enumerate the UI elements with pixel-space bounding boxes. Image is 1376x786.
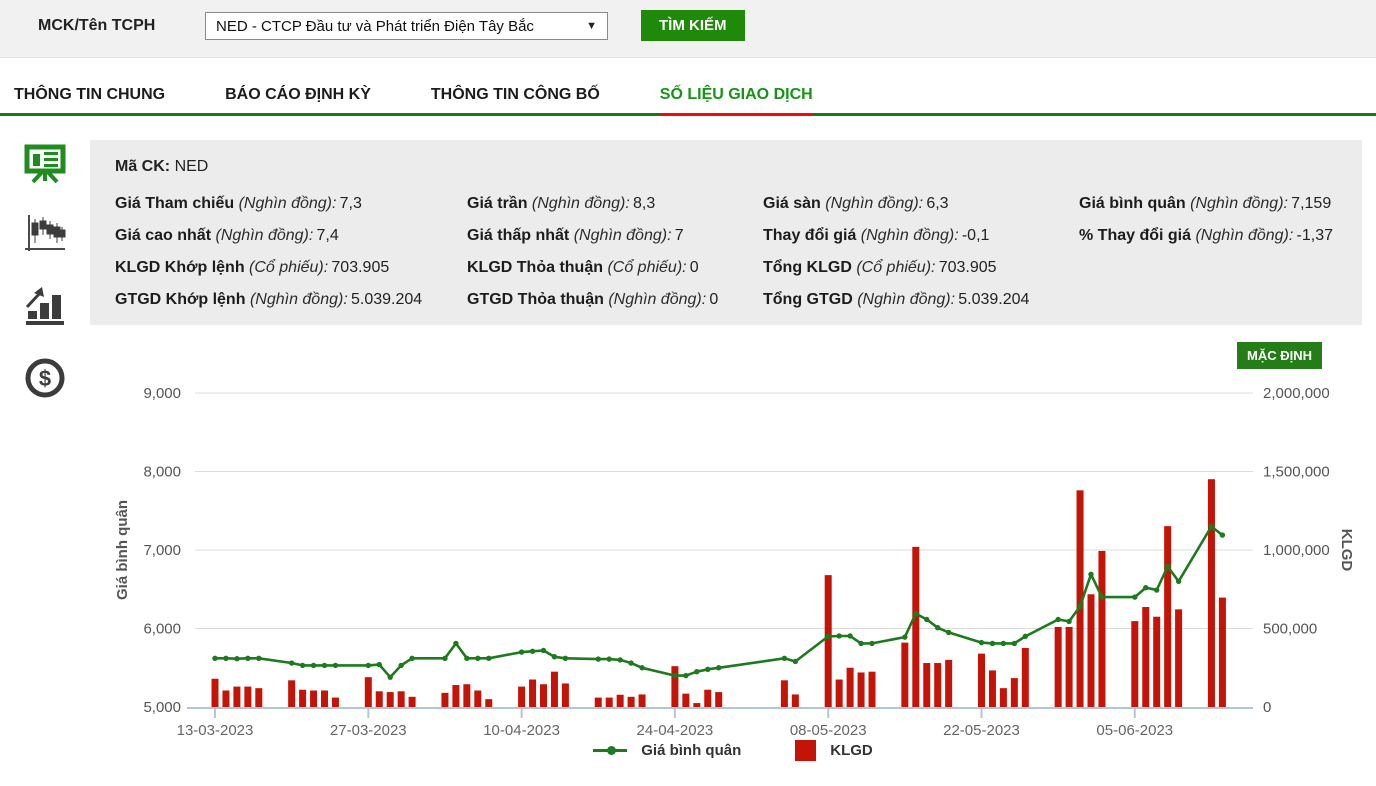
line-legend-swatch [593, 746, 628, 755]
money-coin-icon[interactable]: $ [23, 356, 67, 400]
info-field: Giá thấp nhất (Nghìn đồng): 7 [467, 227, 684, 244]
ticker-code-label: Mã CK: [115, 158, 171, 175]
ticker-code-value: NED [174, 158, 209, 175]
bar-legend-label: KLGD [830, 742, 873, 759]
svg-text:8,000: 8,000 [143, 464, 181, 481]
tab-0[interactable]: THÔNG TIN CHUNG [14, 86, 166, 103]
candlestick-chart-icon[interactable] [23, 212, 67, 256]
svg-text:08-05-2023: 08-05-2023 [790, 722, 867, 739]
svg-text:10-04-2023: 10-04-2023 [483, 722, 560, 739]
top-toolbar: MCK/Tên TCPH NED - CTCP Đầu tư và Phát t… [0, 0, 1376, 58]
svg-text:22-05-2023: 22-05-2023 [943, 722, 1020, 739]
svg-text:0: 0 [1263, 699, 1271, 716]
svg-text:7,000: 7,000 [143, 542, 181, 559]
info-field: Tổng KLGD (Cổ phiếu): 703.905 [763, 259, 997, 276]
default-range-button[interactable]: MẶC ĐỊNH [1237, 342, 1322, 369]
svg-text:9,000: 9,000 [143, 385, 181, 402]
ticker-dropdown-value: NED - CTCP Đầu tư và Phát triển Điện Tây… [216, 17, 534, 35]
bar-legend-swatch [795, 740, 817, 761]
stock-info-panel: Mã CK: NED Giá Tham chiếu (Nghìn đồng): … [90, 140, 1362, 325]
sidebar: $ [0, 140, 90, 428]
bar-chart-arrow-icon[interactable] [23, 284, 67, 328]
stock-info-grid: Giá Tham chiếu (Nghìn đồng): 7,3 Giá trần… [115, 188, 1335, 316]
ticker-dropdown[interactable]: NED - CTCP Đầu tư và Phát triển Điện Tây… [205, 12, 608, 40]
chart-legend: Giá bình quân KLGD [90, 740, 1376, 761]
svg-text:KLGD: KLGD [1338, 529, 1355, 572]
ticker-code-row: Mã CK: NED [115, 158, 208, 176]
tab-1[interactable]: BÁO CÁO ĐỊNH KỲ [225, 86, 371, 103]
svg-text:1,000,000: 1,000,000 [1263, 542, 1330, 559]
info-field: % Thay đổi giá (Nghìn đồng): -1,37 [1079, 227, 1333, 244]
svg-text:500,000: 500,000 [1263, 621, 1317, 638]
svg-text:$: $ [39, 366, 51, 391]
info-field: KLGD Thỏa thuận (Cổ phiếu): 0 [467, 259, 699, 276]
info-field: Tổng GTGD (Nghìn đồng): 5.039.204 [763, 291, 1030, 308]
trading-chart-section: MẶC ĐỊNH 5,000 6,000 7,000 8,000 9,000 0 500,0… [90, 330, 1376, 781]
price-volume-chart: 5,000 6,000 7,000 8,000 9,000 0 500,000 1,000,0… [114, 385, 1355, 739]
info-field: Thay đổi giá (Nghìn đồng): -0,1 [763, 227, 990, 244]
info-field: Giá bình quân (Nghìn đồng): 7,159 [1079, 195, 1332, 212]
info-field: Giá Tham chiếu (Nghìn đồng): 7,3 [115, 195, 362, 212]
svg-text:1,500,000: 1,500,000 [1263, 464, 1330, 481]
info-field: Giá cao nhất (Nghìn đồng): 7,4 [115, 227, 339, 244]
line-legend-label: Giá bình quân [641, 742, 742, 759]
tab-2[interactable]: THÔNG TIN CÔNG BỐ [430, 86, 600, 103]
tab-3[interactable]: SỐ LIỆU GIAO DỊCH [659, 84, 813, 116]
svg-text:5,000: 5,000 [143, 699, 181, 716]
svg-text:13-03-2023: 13-03-2023 [177, 722, 254, 739]
info-field: GTGD Thỏa thuận (Nghìn đồng): 0 [467, 291, 719, 308]
svg-text:Giá bình quân: Giá bình quân [114, 500, 131, 600]
presentation-chart-icon[interactable] [23, 140, 67, 184]
chevron-down-icon: ▼ [586, 20, 597, 32]
info-field: KLGD Khớp lệnh (Cổ phiếu): 703.905 [115, 259, 390, 276]
svg-text:27-03-2023: 27-03-2023 [330, 722, 407, 739]
info-field: Giá sàn (Nghìn đồng): 6,3 [763, 195, 949, 212]
info-field: Giá trần (Nghìn đồng): 8,3 [467, 195, 656, 212]
svg-text:24-04-2023: 24-04-2023 [637, 722, 714, 739]
svg-text:6,000: 6,000 [143, 621, 181, 638]
search-button[interactable]: TÌM KIẾM [641, 10, 745, 41]
ticker-select-label: MCK/Tên TCPH [38, 17, 156, 34]
svg-text:05-06-2023: 05-06-2023 [1096, 722, 1173, 739]
tab-bar: THÔNG TIN CHUNG BÁO CÁO ĐỊNH KỲ THÔNG TIN … [0, 84, 1376, 116]
svg-text:2,000,000: 2,000,000 [1263, 385, 1330, 402]
info-field: GTGD Khớp lệnh (Nghìn đồng): 5.039.204 [115, 291, 423, 308]
